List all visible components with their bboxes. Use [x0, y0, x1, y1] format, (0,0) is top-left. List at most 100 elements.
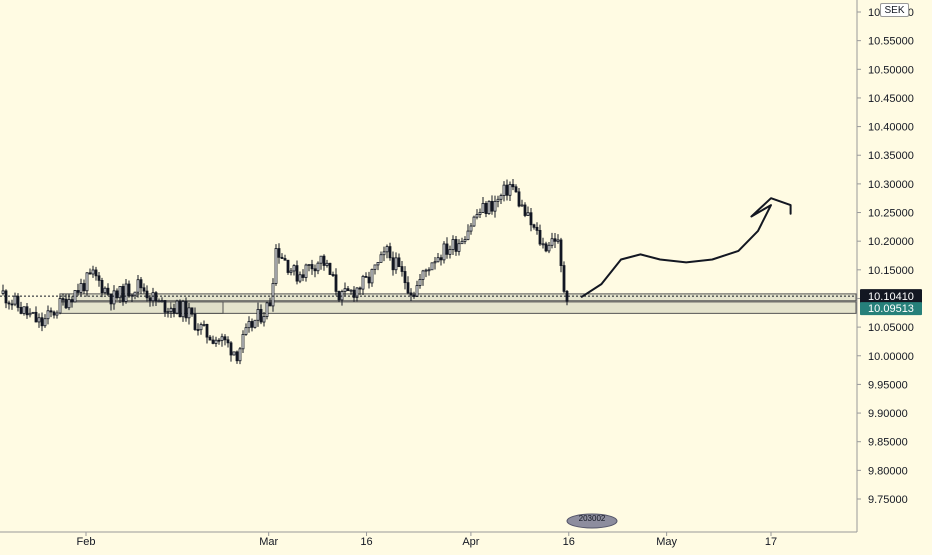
candle-body [511, 184, 515, 188]
candle-body [361, 276, 365, 290]
candle-body [262, 316, 266, 323]
candle-body [508, 184, 512, 196]
candle-body [211, 339, 215, 344]
candle-body [64, 298, 68, 309]
candle-body [100, 280, 104, 294]
candle-body [289, 270, 293, 273]
candle-body [544, 243, 548, 252]
candle-body [352, 289, 356, 298]
price-tick-label: 10.15000 [868, 265, 914, 277]
candle-body [250, 321, 254, 328]
candle-body [547, 244, 551, 252]
candle-body [112, 290, 116, 305]
candle-body [187, 307, 191, 319]
candle-body [163, 300, 167, 313]
candle-body [286, 259, 290, 273]
candle-body [334, 274, 338, 292]
candle-body [229, 342, 233, 356]
watermark-text: 203002 [579, 514, 606, 523]
candle-body [376, 262, 380, 266]
candle-body [481, 203, 485, 213]
candle-body [409, 292, 413, 296]
candle-body [463, 239, 467, 242]
candle-body [118, 286, 122, 299]
candle-body [223, 336, 227, 341]
candle-body [430, 262, 434, 271]
candles [1, 178, 569, 365]
candle-body [532, 224, 536, 228]
price-tick-label: 10.35000 [868, 150, 914, 162]
time-tick-label: 16 [360, 536, 372, 548]
candle-body [106, 287, 110, 295]
candle-body [526, 212, 530, 216]
candle-body [448, 249, 452, 255]
candle-body [76, 290, 80, 293]
price-tick-label: 10.55000 [868, 36, 914, 48]
candle-body [367, 276, 371, 284]
candle-body [82, 283, 86, 292]
candle-body [28, 312, 32, 316]
candle-body [292, 265, 296, 272]
candle-body [199, 324, 203, 331]
candle-body [193, 313, 197, 330]
candle-body [514, 186, 518, 193]
candle-body [433, 261, 437, 264]
candle-body [160, 300, 164, 302]
candle-body [85, 272, 89, 292]
candle-body [502, 184, 506, 196]
candle-body [466, 230, 470, 240]
candle-body [7, 302, 11, 305]
candle-body [505, 184, 509, 196]
candle-body [343, 288, 347, 292]
currency-badge[interactable]: SEK [880, 3, 909, 17]
candle-body [208, 336, 212, 341]
candle-body [460, 240, 464, 245]
candle-body [556, 239, 560, 242]
candle-body [310, 264, 314, 270]
candle-body [424, 269, 428, 272]
candle-body [16, 295, 20, 308]
candle-body [202, 324, 206, 326]
last-price-label [860, 289, 922, 304]
price-axis[interactable]: 10.6000010.5500010.5000010.4500010.40000… [856, 0, 914, 532]
candle-body [25, 306, 29, 316]
candle-body [259, 309, 263, 323]
candle-body [205, 324, 209, 338]
candle-body [277, 248, 281, 258]
candle-body [31, 311, 35, 314]
projection-drawing[interactable] [580, 197, 792, 298]
candle-body [475, 214, 479, 218]
projection-path[interactable] [580, 197, 792, 298]
candle-body [421, 270, 425, 280]
candle-body [391, 257, 395, 271]
candle-body [415, 285, 419, 297]
candle-body [181, 301, 185, 318]
time-tick-label: Apr [462, 536, 479, 548]
candle-body [346, 288, 350, 291]
candle-body [43, 318, 47, 327]
candle-body [487, 200, 491, 214]
candle-body [241, 334, 245, 350]
candle-body [445, 243, 449, 255]
candle-body [499, 195, 503, 200]
candle-body [154, 292, 158, 302]
candle-body [337, 290, 341, 301]
candle-body [97, 275, 101, 281]
candle-body [442, 243, 446, 261]
candle-body [49, 310, 53, 313]
time-tick-label: Feb [77, 536, 96, 548]
candle-body [358, 287, 362, 290]
price-tick-label: 10.50000 [868, 64, 914, 76]
candle-body [253, 319, 257, 328]
support-zone-upper[interactable] [59, 293, 857, 302]
candle-body [88, 272, 92, 275]
candle-body [220, 336, 224, 341]
time-axis[interactable]: Feb Mar 16 Apr 16 May 17 [0, 531, 857, 548]
candle-body [73, 290, 77, 303]
candle-body [256, 309, 260, 321]
price-tick-label: 10.45000 [868, 93, 914, 105]
candle-body [520, 204, 524, 207]
